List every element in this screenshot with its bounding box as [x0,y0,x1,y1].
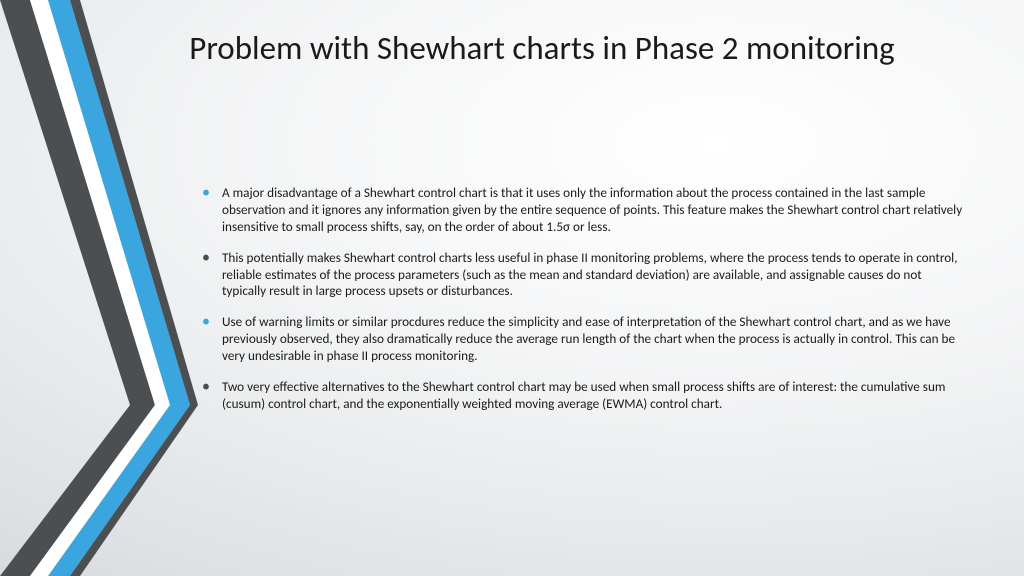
bullet-list: A major disadvantage of a Shewhart contr… [200,185,968,413]
bullet-item: Two very effective alternatives to the S… [200,379,968,413]
slide-title: Problem with Shewhart charts in Phase 2 … [120,28,964,69]
bullet-item: A major disadvantage of a Shewhart contr… [200,185,968,236]
bullet-item: Use of warning limits or similar procdur… [200,314,968,365]
slide-body: A major disadvantage of a Shewhart contr… [200,185,968,427]
bullet-item: This potentially makes Shewhart control … [200,250,968,301]
